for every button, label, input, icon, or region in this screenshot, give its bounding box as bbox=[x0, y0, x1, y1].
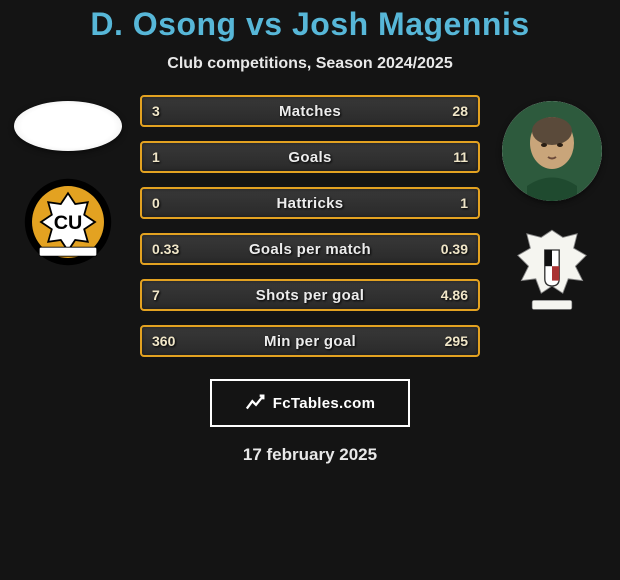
club-badge-right-icon bbox=[507, 223, 597, 322]
stat-bar: 7 Shots per goal 4.86 bbox=[140, 279, 480, 311]
svg-text:CU: CU bbox=[54, 212, 83, 234]
stat-label: Goals per match bbox=[249, 241, 371, 258]
stat-label: Min per goal bbox=[264, 333, 356, 350]
player-photo-right bbox=[502, 101, 602, 201]
stat-value-left: 7 bbox=[152, 287, 160, 303]
stat-value-left: 1 bbox=[152, 149, 160, 165]
stat-bar: 3 Matches 28 bbox=[140, 95, 480, 127]
stat-value-right: 1 bbox=[460, 195, 468, 211]
stat-bar: 1 Goals 11 bbox=[140, 141, 480, 173]
stat-bar: 0 Hattricks 1 bbox=[140, 187, 480, 219]
stat-value-left: 0 bbox=[152, 195, 160, 211]
stat-label: Shots per goal bbox=[256, 287, 364, 304]
club-badge-right bbox=[507, 227, 597, 317]
page-title: D. Osong vs Josh Magennis bbox=[90, 6, 529, 43]
club-badge-left-icon: CU bbox=[23, 177, 113, 267]
club-badge-left: CU bbox=[23, 177, 113, 267]
stat-value-right: 295 bbox=[445, 333, 468, 349]
stats-column: 3 Matches 28 1 Goals 11 0 Hattricks 1 0.33 Goals p… bbox=[140, 95, 480, 357]
stat-value-left: 3 bbox=[152, 103, 160, 119]
stat-value-left: 0.33 bbox=[152, 241, 179, 257]
stat-value-left: 360 bbox=[152, 333, 175, 349]
stat-value-right: 28 bbox=[452, 103, 468, 119]
stat-bar: 360 Min per goal 295 bbox=[140, 325, 480, 357]
chart-icon bbox=[245, 392, 267, 414]
stat-value-right: 11 bbox=[453, 149, 468, 165]
stat-label: Hattricks bbox=[277, 195, 344, 212]
right-column bbox=[494, 95, 610, 317]
subtitle: Club competitions, Season 2024/2025 bbox=[167, 55, 452, 73]
stat-value-right: 0.39 bbox=[441, 241, 468, 257]
stat-label: Matches bbox=[279, 103, 341, 120]
stat-bar: 0.33 Goals per match 0.39 bbox=[140, 233, 480, 265]
attribution-box: FcTables.com bbox=[210, 379, 410, 427]
main-row: CU 3 Matches 28 1 Goals 11 0 Hattricks 1 0.33 Goal… bbox=[0, 95, 620, 357]
player-photo-left bbox=[14, 101, 122, 151]
left-column: CU bbox=[10, 95, 126, 267]
attribution-text: FcTables.com bbox=[273, 395, 376, 412]
comparison-card: D. Osong vs Josh Magennis Club competiti… bbox=[0, 0, 620, 580]
date-line: 17 february 2025 bbox=[243, 445, 377, 465]
stat-label: Goals bbox=[288, 149, 331, 166]
stat-value-right: 4.86 bbox=[441, 287, 468, 303]
